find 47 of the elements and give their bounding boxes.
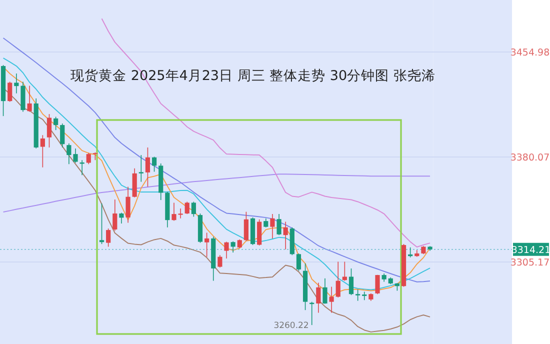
y-tick-label: 3380.07	[510, 152, 550, 164]
candlestick	[191, 201, 196, 218]
candlestick	[14, 73, 19, 94]
candlestick	[276, 214, 282, 236]
candlestick	[270, 214, 275, 239]
candlestick	[244, 211, 248, 242]
line-series	[2, 174, 431, 212]
candlestick	[54, 116, 58, 130]
candlestick	[348, 268, 354, 296]
candlestick	[126, 186, 130, 224]
y-tick-label: 3454.98	[510, 48, 550, 59]
candlestick	[60, 123, 65, 148]
candlestick	[204, 232, 210, 258]
candlestick	[296, 253, 302, 272]
candlestick	[27, 85, 32, 112]
candlestick	[138, 154, 144, 182]
ref-line-label: 3314.21	[511, 244, 550, 256]
candlestick	[336, 261, 340, 298]
annotation: 3260.22	[274, 321, 309, 332]
candlestick	[132, 168, 137, 198]
candlestick	[46, 114, 52, 148]
candlestick	[145, 147, 150, 188]
candlestick	[66, 143, 72, 165]
candlestick	[8, 81, 12, 102]
candlestick	[218, 254, 222, 268]
candlestick	[362, 291, 367, 301]
candlestick	[73, 148, 78, 164]
y-tick-label: 3305.17	[510, 258, 550, 269]
candlestick	[375, 274, 380, 294]
candlestick	[342, 261, 347, 282]
candlestick	[184, 201, 190, 214]
candlestick	[230, 240, 236, 253]
candlestick	[40, 134, 45, 168]
text: 现货黄金 2025年4月23日 周三 整体走势 30分钟图 张尧浠	[70, 68, 436, 84]
candlestick	[99, 203, 104, 244]
candlestick	[152, 156, 157, 172]
candlestick	[257, 218, 262, 246]
candlestick	[112, 199, 118, 232]
candlestick	[322, 278, 328, 304]
candlestick	[283, 221, 288, 250]
candlestick	[329, 286, 334, 314]
candlestick	[106, 228, 111, 248]
candlestick	[316, 282, 321, 314]
candlestick	[119, 212, 124, 224]
candlestick	[356, 289, 360, 302]
candlestick	[86, 152, 91, 165]
candlestick	[224, 241, 229, 259]
